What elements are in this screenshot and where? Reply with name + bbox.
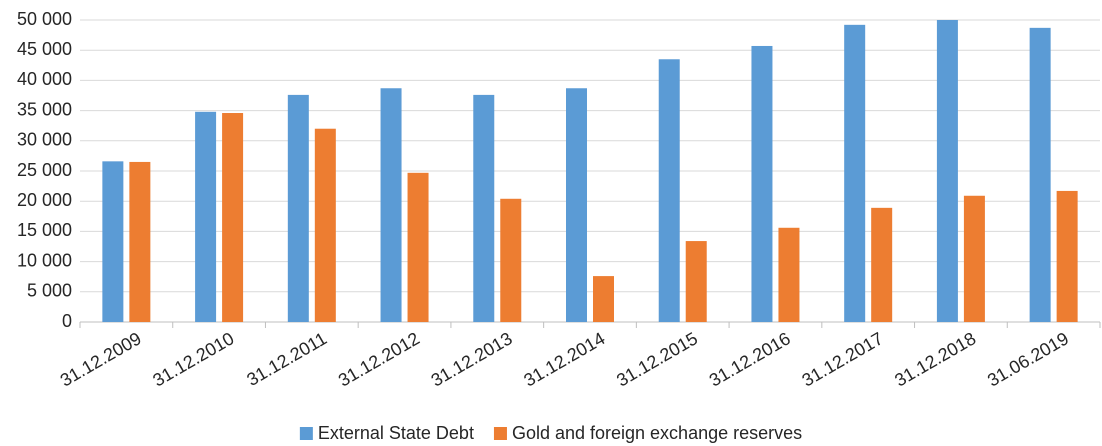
y-tick-label: 20 000 [17,190,72,210]
legend-swatch [493,427,507,440]
bar [685,241,707,322]
bar [844,24,866,322]
x-tick-label: 31.12.2012 [335,328,423,390]
x-tick-label: 31.12.2014 [520,328,608,390]
legend-label: External State Debt [318,423,474,443]
x-tick-label: 31.12.2018 [891,328,979,390]
bar [287,94,309,322]
bar [314,128,336,322]
bar [102,161,124,322]
y-tick-label: 0 [62,311,72,331]
legend-label: Gold and foreign exchange reserves [512,423,802,443]
bar [222,113,244,323]
bar [936,20,958,322]
y-tick-label: 50 000 [17,9,72,29]
bar [129,161,151,322]
bar [963,195,985,322]
bar [751,45,773,323]
bar [566,88,587,322]
bar [195,111,217,322]
y-tick-label: 30 000 [17,130,72,150]
x-tick-label: 31.12.2013 [428,328,516,390]
bar [407,172,429,322]
y-tick-label: 5 000 [27,281,72,301]
y-tick-label: 40 000 [17,69,72,89]
y-tick-label: 15 000 [17,220,72,240]
y-tick-label: 25 000 [17,160,72,180]
x-tick-label: 31.12.2017 [799,328,887,390]
x-tick-label: 31.12.2010 [149,328,237,390]
bar [380,88,402,322]
bar [871,207,893,322]
y-tick-label: 45 000 [17,39,72,59]
bar [500,198,522,322]
y-tick-label: 35 000 [17,99,72,119]
x-tick-label: 31.12.2011 [243,328,330,390]
x-tick-label: 31.12.2016 [706,328,794,390]
x-tick-label: 31.12.2009 [57,328,145,390]
bar [1029,27,1051,323]
x-tick-label: 31.12.2015 [613,328,701,390]
legend-swatch [299,427,313,440]
bar [778,227,800,322]
y-tick-label: 10 000 [17,250,72,270]
x-tick-label: 31.06.2019 [984,328,1072,390]
bar [658,59,680,322]
bar [473,94,495,322]
bar [1056,190,1078,322]
bar [593,276,614,322]
